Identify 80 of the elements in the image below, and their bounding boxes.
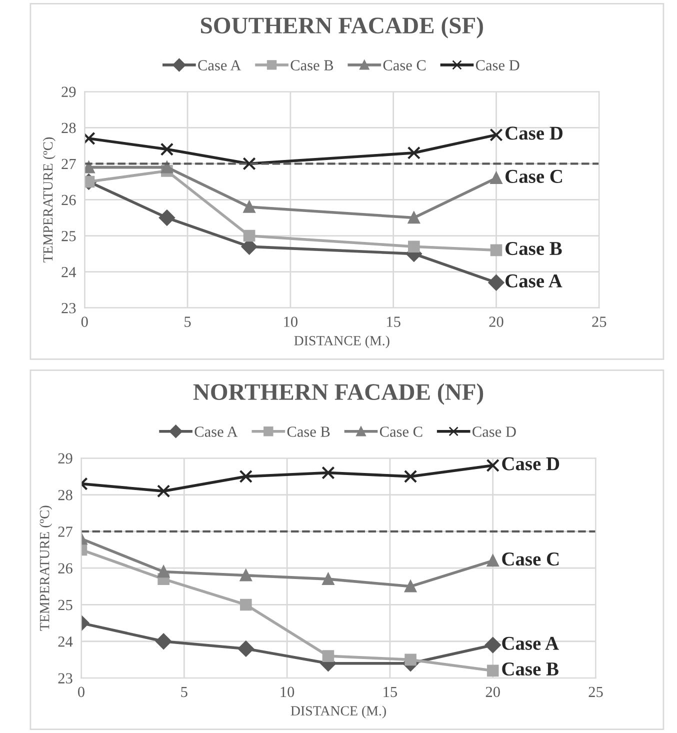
point — [490, 172, 502, 184]
point — [486, 554, 499, 567]
x-tick-label: 25 — [592, 316, 606, 327]
point — [84, 161, 95, 174]
point — [486, 458, 500, 472]
point — [404, 654, 416, 666]
point — [408, 240, 420, 252]
x-tick-label: 25 — [588, 686, 603, 698]
y-tick-label: 29 — [62, 86, 76, 98]
y-tick-label: 29 — [58, 453, 72, 464]
point — [240, 598, 252, 611]
x-tick-label: 0 — [81, 316, 88, 327]
legend-label: Case B — [287, 426, 330, 437]
point — [84, 176, 95, 188]
text: Case D — [502, 457, 560, 470]
x-tick-label: 15 — [387, 316, 400, 327]
legend-label: Case A — [198, 60, 242, 70]
point — [486, 664, 499, 677]
point — [238, 640, 254, 657]
x-tick-label: 5 — [184, 316, 191, 327]
point — [490, 128, 503, 142]
point — [408, 212, 420, 224]
text: Case A — [502, 636, 559, 650]
point — [243, 201, 256, 213]
y-tick-label: 25 — [62, 230, 76, 242]
point — [322, 466, 335, 480]
y-tick-label: 26 — [58, 563, 72, 574]
x-tick-label: 20 — [486, 686, 500, 698]
point — [156, 633, 172, 650]
text: Case C — [506, 170, 562, 183]
legend-label: Case D — [476, 60, 520, 70]
legend-label: Case A — [194, 426, 238, 437]
text: Case B — [506, 242, 562, 256]
point — [488, 274, 504, 291]
chart-title: NORTHERN FACADE (NF) — [193, 383, 484, 405]
y-tick-label: 27 — [58, 526, 72, 537]
x-tick-label: 10 — [280, 686, 294, 698]
point — [242, 157, 256, 170]
point — [484, 637, 501, 653]
legend-label: Case B — [290, 60, 334, 70]
legend-label: Case D — [472, 426, 516, 437]
text: Case C — [502, 552, 559, 566]
text: Case D — [506, 126, 562, 140]
text: Case A — [506, 274, 562, 288]
legend-label: Case C — [383, 60, 426, 70]
point — [158, 566, 170, 578]
y-tick-label: 23 — [58, 673, 72, 684]
point — [240, 570, 252, 582]
point — [322, 650, 334, 662]
x-tick-label: 15 — [384, 686, 397, 698]
y-tick-label: 23 — [62, 303, 76, 314]
point — [161, 161, 173, 174]
point — [239, 470, 252, 484]
point — [160, 142, 174, 156]
y-tick-label: 24 — [62, 267, 76, 278]
y-tick-label: 27 — [62, 158, 76, 170]
legend-label: Case C — [380, 426, 422, 437]
point — [404, 470, 418, 484]
text: Case B — [502, 662, 558, 676]
x-tick-label: 10 — [284, 316, 298, 327]
x-tick-label: 5 — [181, 686, 188, 698]
y-tick-label: 28 — [62, 122, 76, 134]
y-tick-label: 24 — [58, 636, 73, 647]
point — [404, 580, 416, 592]
chart-title: SOUTHERN FACADE (SF) — [201, 16, 483, 38]
y-axis-title: TEMPERATURE (ºC) — [42, 137, 56, 262]
y-tick-label: 25 — [58, 600, 72, 610]
x-axis-title: DISTANCE (M.) — [290, 706, 386, 718]
x-axis-title: DISTANCE (M.) — [294, 336, 390, 348]
y-axis-title: TEMPERATURE (ºC) — [39, 506, 52, 631]
point — [243, 230, 256, 242]
y-tick-label: 28 — [58, 490, 72, 500]
x-tick-label: 20 — [489, 316, 504, 327]
point — [322, 573, 334, 585]
point — [159, 210, 175, 226]
point — [407, 146, 421, 160]
point — [490, 244, 502, 256]
point — [156, 484, 170, 498]
x-tick-label: 0 — [78, 686, 84, 698]
y-tick-label: 26 — [62, 194, 76, 206]
